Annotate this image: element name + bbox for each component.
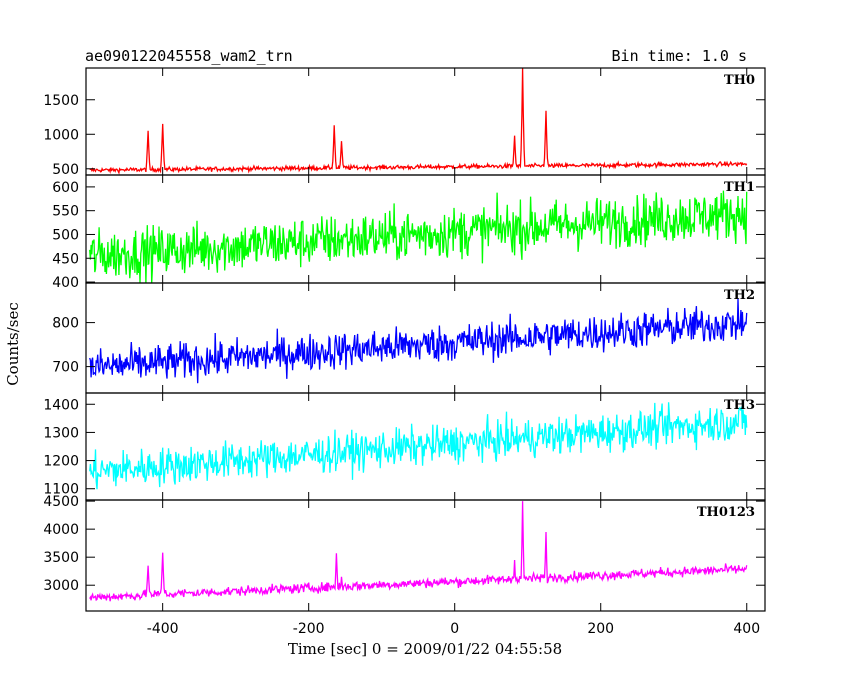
y-tick-label: 500	[52, 162, 79, 178]
y-tick-label: 4000	[43, 522, 79, 538]
y-tick-label: 800	[52, 316, 79, 332]
y-tick-label: 400	[52, 275, 79, 291]
panel-label-th3: TH3	[724, 398, 755, 413]
panel-th0123: 3000 3500 4000 4500 TH0123	[43, 494, 766, 612]
y-tick-label: 600	[52, 180, 79, 196]
y-tick-label: 1300	[43, 425, 79, 441]
panel-frame	[85, 499, 766, 612]
y-tick-label: 1000	[43, 127, 79, 143]
y-tick-label: 1200	[43, 454, 79, 470]
x-tick-label: -200	[293, 621, 325, 637]
y-tick-label: 700	[52, 360, 79, 376]
y-tick-label: 500	[52, 227, 79, 243]
chart-title-right: Bin time: 1.0 s	[612, 47, 747, 65]
panel-label-th0: TH0	[724, 73, 755, 88]
panel-label-th1: TH1	[724, 180, 755, 195]
y-tick-label: 4500	[43, 494, 79, 510]
series-line-th3	[89, 402, 748, 490]
y-tick-label: 450	[52, 251, 79, 267]
chart-title-left: ae090122045558_wam2_trn	[85, 47, 293, 65]
x-tick-label: -400	[147, 621, 179, 637]
x-axis-label: Time [sec] 0 = 2009/01/22 04:55:58	[288, 640, 562, 658]
panel-label-th2: TH2	[724, 288, 755, 303]
x-tick-label: 400	[733, 621, 760, 637]
x-tick-label: 200	[587, 621, 614, 637]
panel-th1: 400 450 500 550 600 TH1	[52, 174, 766, 291]
panel-label-th0123: TH0123	[697, 505, 755, 520]
series-line-th2	[89, 298, 748, 384]
y-tick-label: 3500	[43, 550, 79, 566]
panel-th2: 700 800 TH2	[52, 282, 766, 394]
y-tick-label: 1500	[43, 93, 79, 109]
panel-th3: 1100 1200 1300 1400 TH3	[43, 392, 766, 501]
y-tick-label: 1400	[43, 397, 79, 413]
panel-th0: 500 1000 1500 TH0	[43, 67, 766, 178]
y-tick-label: 1100	[43, 482, 79, 498]
panels-group: 500 1000 1500 TH0 400 450 500 550 600 TH1 700 800 TH…	[43, 67, 766, 637]
series-line-th0	[89, 68, 748, 175]
y-tick-label: 550	[52, 204, 79, 220]
series-line-th1	[89, 190, 748, 283]
x-tick-label: 0	[450, 621, 459, 637]
y-tick-label: 3000	[43, 578, 79, 594]
y-axis-label: Counts/sec	[4, 302, 22, 386]
panel-frame	[85, 67, 766, 176]
series-line-th0123	[89, 501, 748, 602]
